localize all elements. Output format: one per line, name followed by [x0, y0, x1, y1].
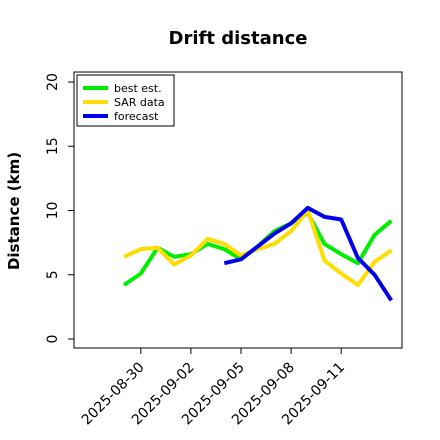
y-tick-label: 15 [45, 137, 61, 155]
series-line-1 [123, 208, 393, 287]
y-tick-label: 20 [45, 73, 61, 91]
series-layer [122, 205, 393, 302]
legend-label-1: SAR data [114, 96, 165, 109]
y-axis: 0 5 10 15 20 [45, 73, 74, 343]
series-line-2 [223, 205, 393, 302]
y-tick-label: 0 [45, 335, 61, 344]
y-tick-label: 10 [45, 202, 61, 220]
y-axis-label: Distance (km) [5, 152, 23, 270]
y-tick-label: 5 [45, 270, 61, 279]
legend-label-0: best est. [114, 82, 162, 95]
legend-label-2: forecast [114, 110, 159, 123]
x-axis: 2025-08-302025-09-022025-09-052025-09-08… [79, 348, 348, 428]
chart-title: Drift distance [169, 28, 308, 49]
